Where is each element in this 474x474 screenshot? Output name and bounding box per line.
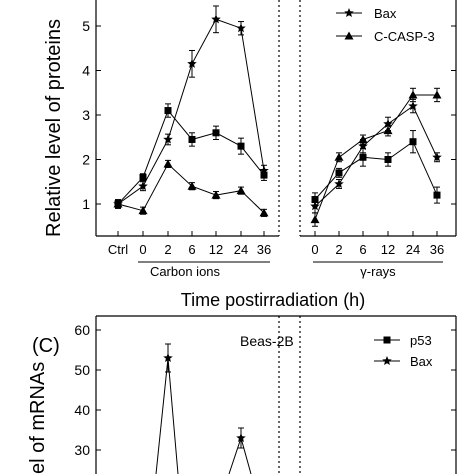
panel-b-x-tick-label: 0 [139,242,146,257]
panel-c-y-tick-label: 30 [74,442,90,458]
panel-c-legend-marker-star [382,356,392,366]
panel-b-y-axis-label: Relative level of proteins [43,19,65,237]
panel-b-y-tick-label: 1 [82,196,90,212]
panel-b-point-triangle [187,181,197,190]
panel-b-point-square [384,156,392,163]
panel-b-point-triangle [310,215,320,224]
panel-b-point-square [335,169,343,177]
panel-b-point-triangle [236,186,246,195]
panel-b-point-triangle [138,206,148,215]
panel-b-x-axis-label: Time postirradiation (h) [181,290,365,310]
panel-b-y-tick-label: 4 [82,63,90,79]
panel-b-point-star [187,58,197,68]
panel-c-point-bax [236,433,246,443]
panel-b-legend-label: C-CASP-3 [374,29,435,44]
panel-b-legend-label: Bax [374,6,397,21]
panel-b-x-tick-label: 0 [311,242,318,257]
panel-b-point-triangle [259,208,269,217]
panel-c-series-bax [155,343,252,474]
panel-b-point-triangle [211,190,221,199]
panel-b-point-star [432,152,442,162]
panel-b-point-star [138,181,148,191]
panel-b-line-star-gamma [314,105,438,207]
panel-b-point-square [139,173,147,181]
panel-b-x-tick-label: 2 [335,242,342,257]
panel-b-point-square [212,129,220,137]
panel-c-title: Beas-2B [240,333,294,349]
panel-c-chart: (C) Beas-2B el of mRNAs 30 40 50 60 p53 Bax [27,315,457,474]
panel-b-point-square [188,135,196,143]
panel-b-point-star [334,178,344,189]
panel-b-point-triangle [383,126,393,135]
panel-b-point-triangle [408,90,418,99]
panel-b-point-square [409,138,417,146]
panel-b-x-tick-label: 12 [381,242,395,257]
panel-b-point-square [433,191,441,199]
panel-c-y-axis-label: el of mRNAs [27,362,49,474]
panel-b-point-triangle [163,159,173,168]
panel-b-x-tick-label: 24 [234,242,248,257]
panel-b-x-tick-label: 36 [430,242,444,257]
panel-b-point-star [211,14,221,24]
panel-b-y-tick-label: 5 [82,18,90,34]
panel-b-point-star [383,118,393,128]
panel-c-legend-label: p53 [410,333,432,348]
panel-c-label: (C) [32,335,60,357]
panel-b-y-tick-label: 3 [82,107,90,123]
panel-b-point-star [163,134,173,144]
panel-c-legend-marker-square [383,336,391,344]
panel-b-point-star [310,201,320,211]
panel-c-legend-label: Bax [410,354,433,369]
panel-b-x-tick-label: 6 [188,242,195,257]
panel-b-x-tick-label: 36 [257,242,271,257]
panel-b-group-label-gamma: γ-rays [360,264,396,279]
panel-b-y-tick-label: 2 [82,152,90,168]
panel-b-legend-marker-star [344,8,354,18]
panel-b-x-tick-label: Ctrl [108,242,128,257]
panel-b-point-star [259,165,269,175]
panel-b-point-star [408,101,418,111]
panel-b-chart: Relative level of proteins Time postirra… [43,0,457,310]
panel-b-point-triangle [113,199,123,208]
panel-b-line-triangle-gamma [314,94,437,220]
panel-c-y-tick-label: 40 [74,402,90,418]
panel-b-point-triangle [432,90,442,99]
panel-c-y-tick-label: 60 [74,322,90,338]
panel-c-line-bax [155,357,179,474]
panel-b-group-label-carbon: Carbon ions [150,264,221,279]
panel-b-point-square [237,142,245,150]
panel-b-point-square [359,153,367,161]
panel-c-line-bax [228,436,252,474]
panel-b-legend-marker-triangle [344,31,354,40]
panel-c-point-bax [163,353,173,363]
panel-b-point-triangle [334,152,344,161]
panel-b-series-square [114,103,441,209]
panel-b-point-triangle [358,134,368,143]
panel-b-point-star [358,141,368,151]
panel-b-point-star [236,23,246,33]
panel-b-x-tick-label: 6 [359,242,366,257]
panel-b-x-tick-label: 2 [164,242,171,257]
panel-b-x-tick-label: 12 [209,242,223,257]
panel-b-point-square [164,107,172,115]
panel-b-line-square-gamma [314,140,438,200]
panel-b-x-tick-label: 24 [406,242,420,257]
panel-c-y-tick-label: 50 [74,362,90,378]
panel-b-series-triangle [113,87,442,227]
